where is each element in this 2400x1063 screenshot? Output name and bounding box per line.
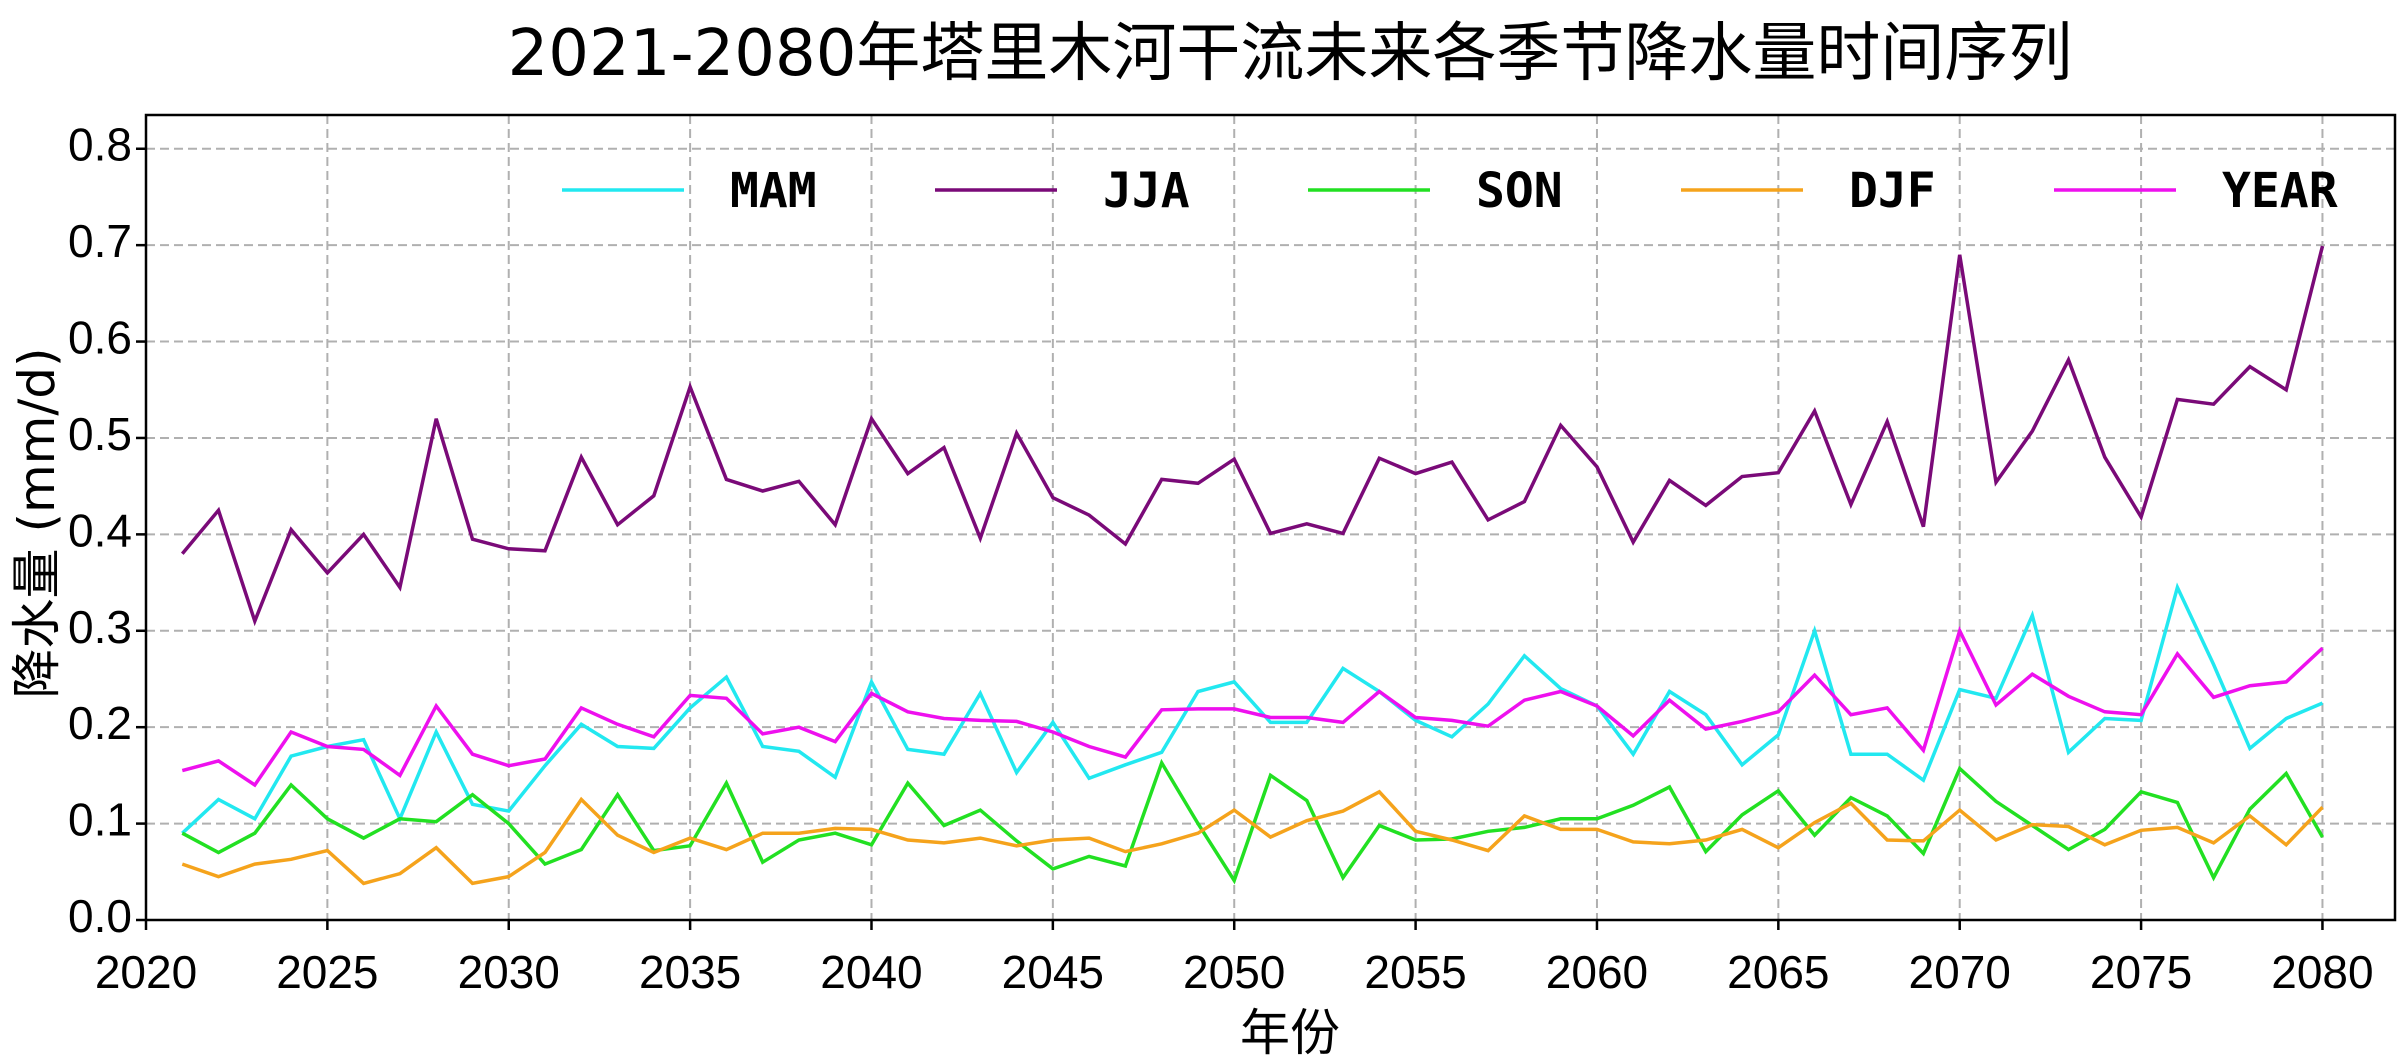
x-tick-label: 2080 xyxy=(2271,946,2373,998)
legend-label-son: SON xyxy=(1476,163,1563,219)
x-tick-label: 2030 xyxy=(458,946,560,998)
grid xyxy=(145,115,2395,921)
y-axis-ticks: 0.0 0.1 0.2 0.3 0.4 0.5 0.6 0.7 0.8 xyxy=(68,119,146,942)
y-tick-label: 0.2 xyxy=(68,697,132,749)
x-axis-ticks: 2020 2025 2030 2035 2040 2045 2050 2055 2060 2065… xyxy=(95,920,2374,998)
legend-label-mam: MAM xyxy=(730,163,817,219)
legend-label-year: YEAR xyxy=(2222,163,2338,219)
y-tick-label: 0.4 xyxy=(68,504,132,556)
y-tick-label: 0.6 xyxy=(68,312,132,364)
y-tick-label: 0.1 xyxy=(68,794,132,846)
y-tick-label: 0.0 xyxy=(68,890,132,942)
x-tick-label: 2060 xyxy=(1546,946,1648,998)
y-axis-label: 降水量 (mm/d) xyxy=(8,348,66,699)
x-tick-label: 2065 xyxy=(1727,946,1829,998)
x-tick-label: 2040 xyxy=(820,946,922,998)
series-line-year xyxy=(181,626,2324,788)
x-tick-label: 2045 xyxy=(1002,946,1104,998)
x-axis-label: 年份 xyxy=(1240,1004,1340,1062)
chart-title: 2021-2080年塔里木河干流未来各季节降水量时间序列 xyxy=(508,17,2073,91)
x-tick-label: 2035 xyxy=(639,946,741,998)
y-tick-label: 0.7 xyxy=(68,215,132,267)
series-line-mam xyxy=(181,582,2324,835)
x-tick-label: 2055 xyxy=(1364,946,1466,998)
legend-label-djf: DJF xyxy=(1849,163,1936,219)
x-tick-label: 2025 xyxy=(276,946,378,998)
legend-label-jja: JJA xyxy=(1103,163,1190,219)
series-line-djf xyxy=(181,789,2324,886)
x-tick-label: 2070 xyxy=(1909,946,2011,998)
y-tick-label: 0.3 xyxy=(68,601,132,653)
legend: MAM JJA SON DJF YEAR xyxy=(562,163,2338,219)
x-tick-label: 2050 xyxy=(1183,946,1285,998)
y-tick-label: 0.8 xyxy=(68,119,132,171)
y-tick-label: 0.5 xyxy=(68,408,132,460)
series-line-jja xyxy=(180,245,2325,627)
plot-frame xyxy=(144,113,2397,922)
x-tick-label: 2075 xyxy=(2090,946,2192,998)
series-lines xyxy=(180,245,2325,886)
x-tick-label: 2020 xyxy=(95,946,197,998)
